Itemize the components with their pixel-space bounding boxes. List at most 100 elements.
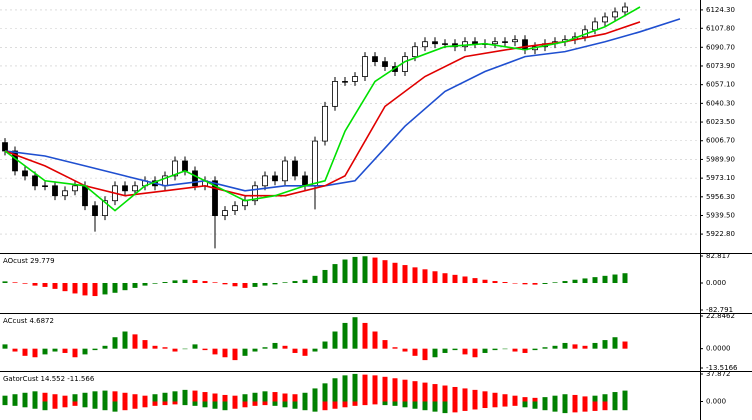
histogram-bar	[422, 382, 428, 402]
candle-body	[192, 170, 198, 187]
histogram-bar	[442, 385, 448, 402]
histogram-bar	[412, 267, 418, 284]
histogram-bar	[2, 344, 8, 349]
y-tick-label: 5989.90	[706, 155, 735, 163]
histogram-bar	[552, 282, 558, 284]
y-tick-label: -13.5166	[706, 364, 738, 372]
histogram-bar	[422, 348, 428, 361]
histogram-bar	[472, 278, 478, 284]
histogram-bar	[532, 397, 538, 402]
histogram-bar	[492, 281, 498, 284]
histogram-bar	[52, 283, 58, 289]
candle-body	[432, 41, 438, 45]
histogram-bar	[382, 260, 388, 284]
histogram-bar	[262, 401, 268, 406]
histogram-bar	[532, 348, 538, 351]
histogram-bar	[202, 281, 208, 284]
histogram-bar	[552, 345, 558, 349]
histogram-bar	[432, 271, 438, 284]
histogram-bar	[282, 401, 288, 408]
histogram-bar	[612, 401, 618, 411]
histogram-bar	[232, 401, 238, 409]
candle-body	[32, 175, 38, 187]
histogram-bar	[102, 283, 108, 295]
candle-body	[282, 160, 288, 182]
histogram-bar	[332, 401, 338, 409]
histogram-bar	[62, 395, 68, 402]
histogram-bar	[292, 394, 298, 402]
histogram-bar	[352, 373, 358, 402]
histogram-bar	[522, 397, 528, 402]
y-tick-label: 6107.80	[706, 24, 735, 32]
histogram-bar	[182, 279, 188, 284]
histogram-bar	[292, 348, 298, 353]
histogram-bar	[512, 395, 518, 402]
histogram-bar	[212, 282, 218, 284]
histogram-bar	[452, 401, 458, 413]
histogram-bar	[142, 395, 148, 402]
histogram-bar	[182, 401, 188, 406]
histogram-bar	[352, 256, 358, 284]
histogram-bar	[172, 280, 178, 284]
histogram-bar	[572, 394, 578, 402]
histogram-bar	[162, 392, 168, 402]
histogram-bar	[532, 283, 538, 285]
histogram-bar	[342, 375, 348, 402]
candle-body	[182, 160, 188, 172]
histogram-bar	[552, 395, 558, 402]
histogram-bar	[112, 283, 118, 293]
y-tick-label: 5922.80	[706, 230, 735, 238]
histogram-bar	[152, 283, 158, 284]
candle-body	[42, 185, 48, 188]
candle-body	[82, 185, 88, 207]
histogram-bar	[102, 401, 108, 411]
histogram-bar	[542, 401, 548, 411]
histogram-bar	[32, 348, 38, 358]
histogram-bar	[92, 391, 98, 402]
y-tick-label: 22.8462	[706, 312, 735, 320]
histogram-bar	[422, 269, 428, 284]
histogram-bar	[72, 348, 78, 358]
histogram-bar	[242, 283, 248, 288]
histogram-bar	[152, 401, 158, 406]
panel-title: ACcust 4.6872	[3, 317, 54, 325]
histogram-bar	[512, 401, 518, 406]
histogram-bar	[522, 348, 528, 353]
histogram-bar	[572, 344, 578, 349]
histogram-bar	[502, 394, 508, 402]
candle-body	[382, 61, 388, 67]
histogram-bar	[362, 322, 368, 349]
histogram-bar	[432, 348, 438, 358]
candle-body	[442, 43, 448, 45]
candle-body	[2, 142, 8, 152]
histogram-bar	[302, 401, 308, 411]
histogram-bar	[392, 401, 398, 406]
panel-title: AOcust 29.779	[3, 257, 55, 265]
histogram-bar	[232, 348, 238, 361]
y-tick-label: 6057.10	[706, 81, 735, 89]
histogram-bar	[122, 392, 128, 402]
y-tick-label: 5956.30	[706, 193, 735, 201]
y-tick-label: 0.0000	[706, 345, 731, 353]
candle-body	[102, 200, 108, 217]
histogram-bar	[302, 279, 308, 284]
histogram-bar	[192, 344, 198, 349]
histogram-bar	[272, 283, 278, 285]
histogram-bar	[242, 394, 248, 402]
histogram-bar	[52, 394, 58, 402]
histogram-bar	[452, 386, 458, 402]
y-tick-label: 0.000	[706, 279, 726, 287]
candle-body	[332, 81, 338, 107]
histogram-bar	[482, 279, 488, 284]
histogram-bar	[42, 401, 48, 411]
histogram-bar	[202, 348, 208, 351]
candle-body	[172, 160, 178, 177]
histogram-bar	[462, 388, 468, 402]
histogram-bar	[252, 401, 258, 406]
histogram-bar	[152, 345, 158, 349]
candle-body	[132, 185, 138, 192]
histogram-bar	[262, 347, 268, 349]
histogram-bar	[392, 378, 398, 402]
histogram-bar	[32, 283, 38, 286]
candle-body	[492, 41, 498, 45]
